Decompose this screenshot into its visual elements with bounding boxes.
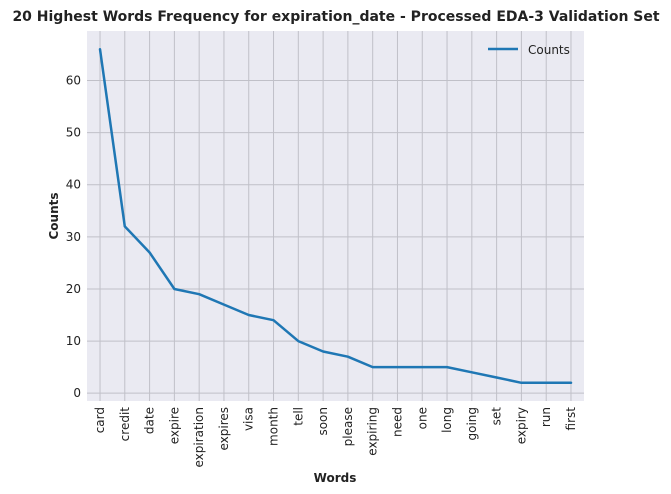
y-tick-label: 20: [66, 282, 81, 296]
x-tick-label: first: [564, 407, 578, 431]
x-tick-label: soon: [316, 407, 330, 436]
y-tick-label: 10: [66, 334, 81, 348]
x-tick-label: visa: [242, 407, 256, 431]
x-tick-label: card: [93, 407, 107, 433]
legend-label-counts: Counts: [528, 43, 570, 57]
y-tick-label: 30: [66, 230, 81, 244]
plot-area: [87, 31, 584, 401]
y-tick-label: 60: [66, 74, 81, 88]
y-tick-label: 50: [66, 126, 81, 140]
y-tick-label: 40: [66, 178, 81, 192]
series-lines: [98, 47, 573, 385]
x-tick-label: credit: [118, 407, 132, 442]
x-axis-label: Words: [314, 471, 357, 485]
x-tick-label: expire: [167, 407, 181, 444]
x-tick-label: expires: [217, 407, 231, 451]
x-tick-label: need: [390, 407, 404, 437]
x-tick-label: please: [341, 407, 355, 446]
x-tick-label: expiration: [192, 407, 206, 468]
x-tick-label: expiring: [366, 407, 380, 456]
x-tick-label: going: [465, 407, 479, 441]
grid-lines: [87, 31, 584, 401]
y-axis-ticks: 0 10 20 30 40 50 60: [66, 74, 81, 401]
x-tick-label: date: [143, 407, 157, 434]
x-tick-label: tell: [291, 407, 305, 426]
y-axis-label: Counts: [47, 192, 61, 239]
x-tick-label: one: [415, 407, 429, 429]
y-tick-label: 0: [73, 386, 81, 400]
x-tick-label: expiry: [514, 407, 528, 444]
series-line-counts: [98, 47, 573, 385]
x-tick-label: run: [539, 407, 553, 427]
x-tick-label: month: [267, 407, 281, 446]
legend: Counts: [488, 43, 570, 57]
x-tick-label: long: [440, 407, 454, 433]
x-axis-ticks: card credit date expire expiration expires vis…: [93, 407, 578, 468]
chart-title: 20 Highest Words Frequency for expiratio…: [12, 9, 659, 25]
x-tick-label: set: [490, 407, 504, 426]
